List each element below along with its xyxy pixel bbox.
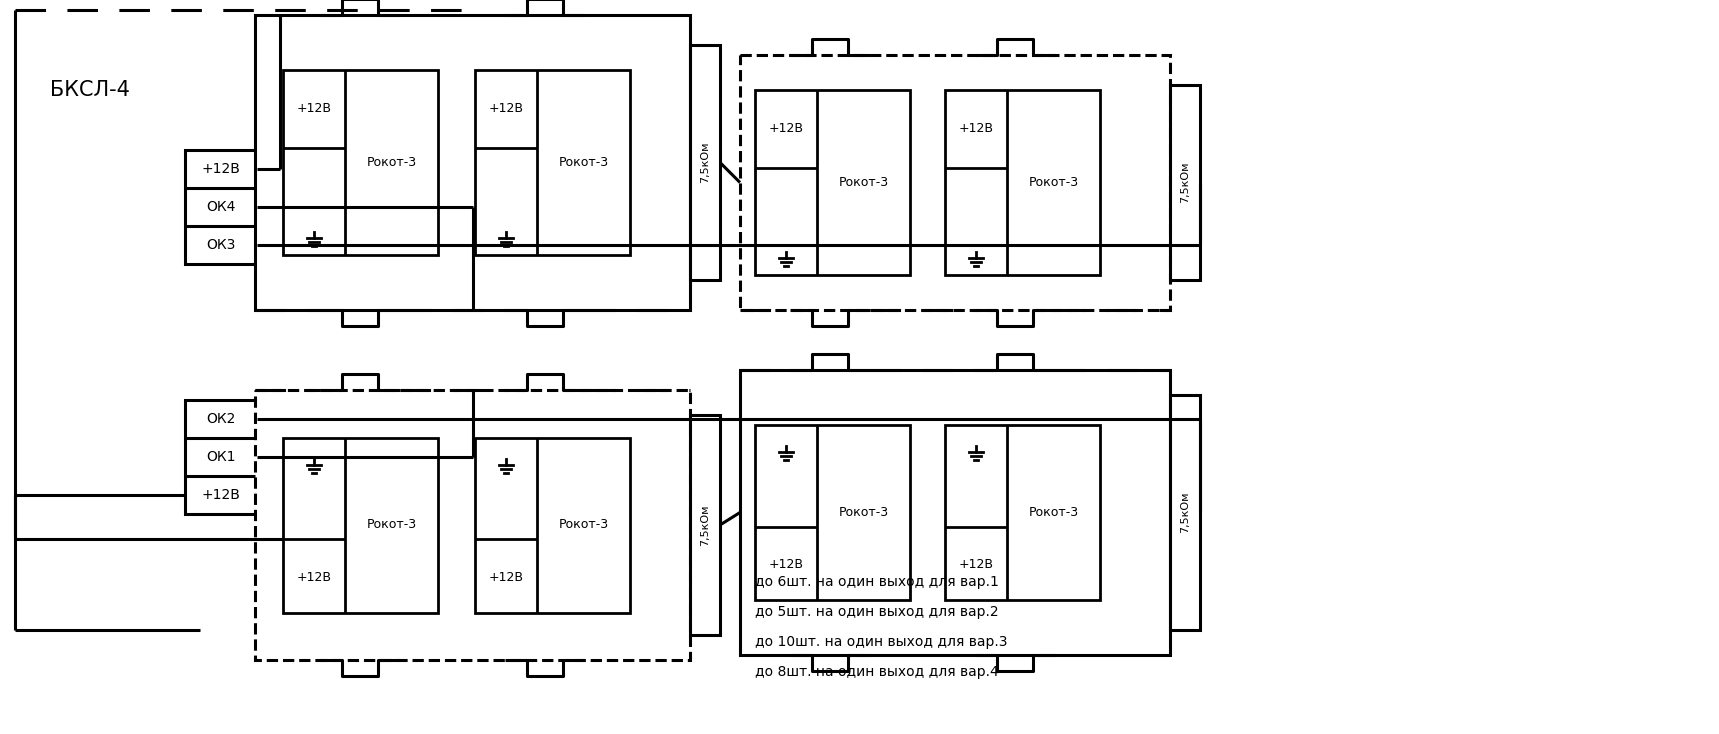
Bar — [284, 437, 438, 612]
Text: Рокот-3: Рокот-3 — [1028, 176, 1078, 189]
Text: +12В: +12В — [488, 102, 524, 115]
Bar — [186, 150, 258, 264]
Text: до 5шт. на один выход для вар.2: до 5шт. на один выход для вар.2 — [755, 605, 999, 619]
Bar — [755, 425, 909, 600]
Text: +12В: +12В — [488, 571, 524, 584]
Text: Рокот-3: Рокот-3 — [839, 506, 889, 519]
Text: +12В: +12В — [768, 559, 803, 572]
Text: ОК3: ОК3 — [206, 238, 236, 252]
Text: ОК4: ОК4 — [206, 200, 236, 214]
Text: 7,5кОм: 7,5кОм — [700, 504, 710, 546]
Bar — [1171, 395, 1200, 630]
Text: Рокот-3: Рокот-3 — [366, 156, 416, 169]
Text: +12В: +12В — [296, 102, 332, 115]
Bar — [254, 390, 689, 660]
Bar — [284, 70, 438, 255]
Text: +12В: +12В — [201, 488, 241, 502]
Text: 7,5кОм: 7,5кОм — [1179, 161, 1190, 203]
Text: Рокот-3: Рокот-3 — [366, 518, 416, 531]
Text: 7,5кОм: 7,5кОм — [700, 142, 710, 184]
Bar — [474, 70, 629, 255]
Bar — [186, 400, 258, 514]
Text: до 8шт. на один выход для вар.4: до 8шт. на один выход для вар.4 — [755, 665, 999, 679]
Text: ОК2: ОК2 — [206, 412, 236, 426]
Text: Рокот-3: Рокот-3 — [1028, 506, 1078, 519]
Text: Рокот-3: Рокот-3 — [559, 156, 609, 169]
Bar — [755, 90, 909, 275]
Text: БКСЛ-4: БКСЛ-4 — [50, 80, 131, 100]
Text: +12В: +12В — [768, 123, 803, 135]
Text: +12В: +12В — [959, 559, 994, 572]
Bar — [1171, 85, 1200, 280]
Bar — [945, 425, 1100, 600]
Bar — [689, 45, 720, 280]
Text: до 6шт. на один выход для вар.1: до 6шт. на один выход для вар.1 — [755, 575, 999, 589]
Bar — [254, 15, 689, 310]
Text: +12В: +12В — [959, 123, 994, 135]
Text: +12В: +12В — [296, 571, 332, 584]
Text: +12В: +12В — [201, 162, 241, 176]
Text: 7,5кОм: 7,5кОм — [1179, 492, 1190, 533]
Text: до 10шт. на один выход для вар.3: до 10шт. на один выход для вар.3 — [755, 635, 1007, 649]
Text: Рокот-3: Рокот-3 — [559, 518, 609, 531]
Bar — [945, 90, 1100, 275]
Text: ОК1: ОК1 — [206, 450, 236, 464]
Bar — [739, 370, 1171, 655]
Bar — [739, 55, 1171, 310]
Bar — [689, 415, 720, 635]
Text: Рокот-3: Рокот-3 — [839, 176, 889, 189]
Bar — [474, 437, 629, 612]
